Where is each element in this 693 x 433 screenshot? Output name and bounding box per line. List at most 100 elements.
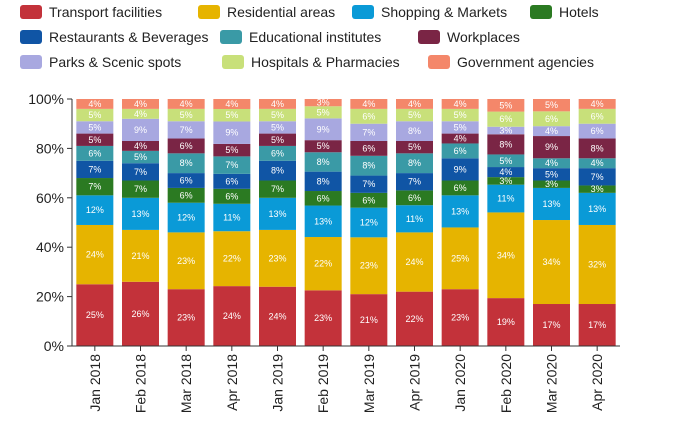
segment-label: 19% [497,317,515,327]
segment-label: 21% [131,251,149,261]
segment-label: 6% [362,111,375,121]
bar-segment [396,153,433,174]
segment-label: 4% [362,99,375,109]
bar-segment [487,177,525,185]
legend-label: Workplaces [447,29,520,45]
bar-segment [304,152,342,172]
bar-segment [259,133,296,146]
bar-segment [396,173,433,191]
y-tick-label: 20% [36,289,64,305]
bar-segment [578,158,616,169]
bar-segment [578,123,616,139]
segment-label: 4% [88,99,101,109]
bar-segment [533,111,570,127]
segment-label: 17% [588,320,606,330]
segment-label: 8% [362,161,375,171]
bar-segment [578,224,616,305]
legend-swatch [20,55,42,69]
bar-segment [487,111,525,127]
segment-label: 4% [545,158,558,168]
segment-label: 23% [268,253,286,263]
segment-label: 5% [499,100,512,110]
segment-label: 23% [360,261,378,271]
bar-segment [213,203,251,232]
bar-segment [533,158,570,169]
segment-label: 13% [588,204,606,214]
bar-segment [441,121,479,134]
bar-segment [578,304,616,346]
segment-label: 6% [408,193,421,203]
segment-label: 5% [317,141,330,151]
bar-segment [167,99,205,109]
segment-label: 3% [545,179,558,189]
y-tick-label: 80% [36,140,64,156]
bar-segment [167,232,205,290]
segment-label: 9% [225,128,238,138]
legend-swatch [222,55,244,69]
y-tick-label: 60% [36,190,64,206]
bar-segment [441,133,479,144]
segment-label: 4% [408,99,421,109]
segment-label: 6% [591,111,604,121]
bar-segment [122,229,159,282]
segment-label: 7% [591,172,604,182]
segment-label: 5% [317,107,330,117]
bar-segment [122,163,159,181]
segment-label: 13% [268,209,286,219]
segment-label: 7% [225,160,238,170]
bar-segment [487,99,525,112]
segment-label: 5% [454,122,467,132]
legend-swatch [428,55,450,69]
bar-segment [350,207,388,238]
bar-segment [213,173,251,189]
bar-segment [167,138,205,154]
x-tick-label: Mar 2019 [361,354,377,413]
bar-segment [259,121,296,134]
segment-label: 7% [88,182,101,192]
segment-label: 5% [134,152,147,162]
legend-swatch [198,5,220,19]
segment-label: 5% [271,135,284,145]
bar-segment [213,143,251,157]
bar-segment [76,284,114,346]
bar-segment [213,286,251,346]
bar-segment [122,180,159,198]
legend-label: Residential areas [227,4,335,20]
segment-label: 6% [454,183,467,193]
legend-swatch [220,30,242,44]
legend-swatch [418,30,440,44]
x-tick-label: Mar 2018 [178,354,194,413]
bar-segment [213,108,251,122]
legend-swatch [20,5,42,19]
bar-segment [350,237,388,295]
bar-segment [304,237,342,291]
segment-label: 8% [180,158,193,168]
segment-label: 5% [408,142,421,152]
segment-label: 7% [362,127,375,137]
bar-segment [76,195,114,225]
plot-area: 25%24%12%7%7%6%5%5%5%4%26%21%13%7%7%5%4%… [76,98,616,346]
bar-segment [259,99,296,109]
bar-segment [487,126,525,135]
segment-label: 9% [454,164,467,174]
bar-segment [122,118,159,141]
segment-label: 8% [408,126,421,136]
bar-segment [259,108,296,122]
segment-label: 7% [408,177,421,187]
bar-segment [76,99,114,109]
segment-label: 4% [271,99,284,109]
bar-segment [259,180,296,198]
segment-label: 5% [545,169,558,179]
x-tick-label: Jan 2019 [270,354,286,412]
legend-label: Restaurants & Beverages [49,29,209,45]
bar-segment [533,187,570,221]
segment-label: 7% [271,184,284,194]
bar-segment [396,190,433,206]
bar-segment [441,143,479,159]
bar-segment [304,118,342,141]
segment-label: 6% [362,195,375,205]
bar-segment [487,167,525,178]
y-tick-label: 100% [28,91,64,107]
segment-label: 24% [405,257,423,267]
segment-label: 6% [180,176,193,186]
